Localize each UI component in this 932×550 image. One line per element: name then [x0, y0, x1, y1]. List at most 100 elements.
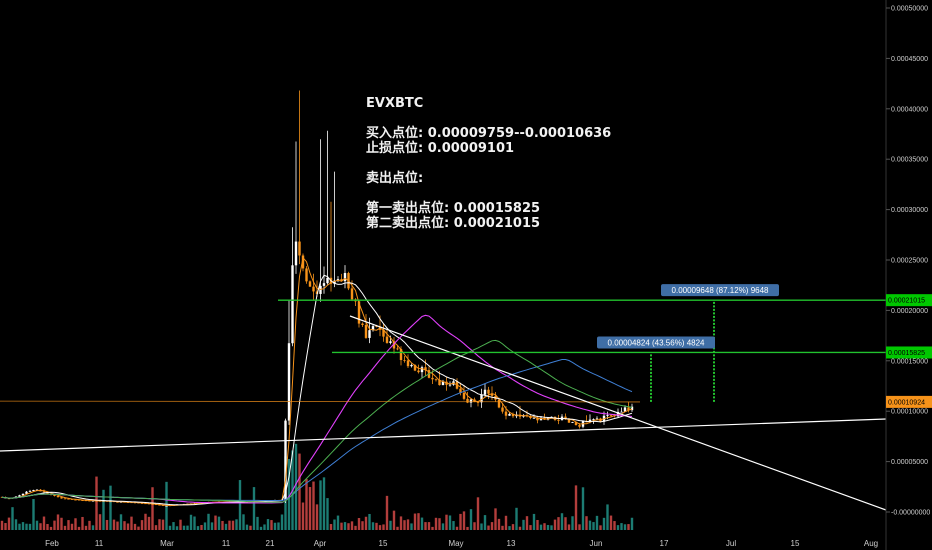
- volume-bar: [95, 476, 98, 530]
- volume-bar: [228, 520, 231, 530]
- candle-body: [350, 288, 354, 300]
- candle-body: [301, 255, 305, 269]
- volume-bar: [441, 523, 445, 530]
- candle-body: [420, 367, 424, 373]
- candle-body: [410, 364, 413, 367]
- volume-bar: [7, 517, 11, 530]
- volume-bar: [308, 487, 312, 530]
- volume-bar: [273, 522, 277, 530]
- volume-bar: [452, 521, 455, 530]
- volume-bar: [606, 504, 609, 530]
- price-tag-label: 0.00010924: [888, 399, 925, 406]
- volume-bar: [480, 523, 483, 530]
- price-tag: [886, 294, 932, 307]
- volume-bar: [312, 481, 315, 530]
- candle-body: [539, 417, 543, 421]
- last-price-line: [0, 400, 641, 403]
- candle-body: [431, 377, 434, 380]
- volume-bar: [200, 524, 203, 530]
- volume-bar: [21, 522, 25, 530]
- volume-bar: [18, 523, 21, 530]
- candle-body: [291, 265, 294, 344]
- x-tick-label: Jul: [726, 539, 736, 548]
- candle-body: [536, 417, 539, 421]
- volume-bar: [0, 520, 4, 530]
- x-tick-label: 17: [660, 539, 669, 548]
- candle-body: [158, 504, 161, 506]
- volume-bar: [536, 519, 539, 530]
- annotation-sell-header: 卖出点位:: [366, 171, 424, 186]
- volume-bar: [277, 522, 280, 530]
- volume-bar: [389, 520, 392, 530]
- candle-body: [116, 501, 119, 503]
- volume-bar: [133, 523, 137, 530]
- candle-body: [42, 491, 46, 493]
- volume-bar: [473, 522, 476, 530]
- candle-body: [28, 490, 32, 492]
- candle-body: [434, 379, 438, 381]
- volume-bar: [368, 513, 371, 530]
- support-trendline[interactable]: [0, 418, 887, 452]
- volume-bar: [550, 525, 553, 530]
- price-tag: [886, 346, 932, 359]
- annotation-buy: 买入点位: 0.00009759--0.00010636: [366, 126, 612, 141]
- candle-body: [487, 389, 490, 394]
- volume-bar: [420, 517, 424, 530]
- volume-bar: [221, 520, 224, 530]
- candle-body: [154, 504, 158, 506]
- volume-bar: [4, 523, 7, 530]
- candle-body: [476, 402, 480, 403]
- volume-bar: [224, 523, 228, 530]
- candle-body: [77, 499, 81, 501]
- volume-bar: [175, 526, 179, 530]
- volume-bar: [35, 520, 39, 530]
- annotation-spacer: [366, 111, 611, 126]
- volume-bar: [613, 521, 616, 530]
- candle-body: [406, 360, 410, 367]
- candle-body: [364, 325, 368, 338]
- volume-bar: [602, 517, 606, 530]
- moving-average-line: [1, 339, 633, 503]
- volume-bar: [280, 514, 284, 530]
- volume-bar: [445, 514, 448, 530]
- candle-body: [74, 499, 77, 501]
- y-tick-label: -0.00000000: [891, 510, 930, 517]
- price-axis[interactable]: 0.00050000 0.00045000 0.00040000 0.00035000…: [886, 6, 930, 517]
- annotation-sell2: 第二卖出点位: 0.00021015: [366, 216, 541, 231]
- volume-bar: [53, 520, 56, 530]
- candle-body: [424, 367, 427, 371]
- volume-bar: [70, 523, 74, 530]
- volume-bar: [350, 521, 354, 530]
- volume-bar: [270, 520, 273, 530]
- candle-body: [298, 241, 301, 256]
- volume-bar: [476, 497, 480, 530]
- volume-bar: [399, 516, 403, 530]
- candle-body: [140, 503, 144, 504]
- volume-bar: [455, 526, 459, 530]
- volume-bar: [497, 518, 501, 530]
- y-tick-label: 0.00015000: [891, 358, 928, 365]
- volume-bar: [144, 513, 147, 530]
- candle-body: [459, 388, 462, 393]
- volume-bar: [91, 525, 95, 530]
- x-tick-label: Mar: [160, 539, 174, 548]
- y-tick-label: 0.00005000: [891, 459, 928, 466]
- volume-bar: [382, 524, 385, 530]
- candle-body: [606, 415, 609, 416]
- volume-bar: [592, 522, 595, 530]
- candle-body: [32, 489, 35, 491]
- time-axis[interactable]: Feb 11 Mar 11 21 Apr 15 May 13 Jun 17 Jul 15 Aug: [45, 539, 878, 548]
- volume-bar: [546, 524, 550, 530]
- candle-body: [462, 392, 466, 399]
- volume-bar: [347, 523, 350, 530]
- volume-bar: [182, 525, 186, 530]
- resistance-trendline[interactable]: [349, 315, 887, 511]
- volume-bar: [483, 515, 487, 530]
- volume-bar: [249, 525, 252, 530]
- volume-bar: [403, 520, 406, 530]
- candle-body: [511, 413, 515, 417]
- volume-bar: [630, 517, 634, 530]
- volume-bar: [28, 523, 32, 530]
- volume-bar: [235, 519, 238, 530]
